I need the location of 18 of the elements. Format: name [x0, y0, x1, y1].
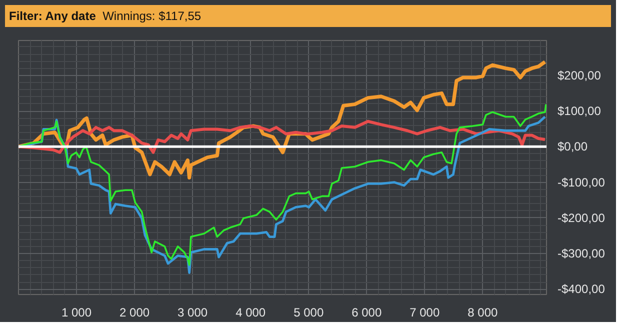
x-tick-label: 8 000 [468, 306, 498, 320]
y-tick-label: $0,00 [558, 140, 588, 154]
y-tick-label: -$300,00 [558, 246, 606, 261]
chart-subtitle: Winnings: $117,55 [102, 9, 202, 23]
x-tick-label: 5 000 [294, 306, 324, 320]
x-tick-label: 7 000 [410, 306, 440, 320]
x-tick-label: 4 000 [236, 306, 266, 320]
x-tick-label: 1 000 [62, 306, 92, 320]
x-tick-label: 3 000 [178, 306, 208, 320]
y-tick-label: $100,00 [558, 104, 602, 118]
y-tick-label: -$200,00 [558, 210, 606, 225]
y-tick-label: -$100,00 [558, 175, 606, 190]
y-tick-label: -$400,00 [558, 282, 606, 296]
x-tick-label: 6 000 [352, 306, 382, 320]
chart-title: Filter: Any date [9, 9, 96, 23]
x-tick-label: 2 000 [120, 306, 150, 320]
y-tick-label: $200,00 [558, 68, 602, 82]
line-series [18, 120, 546, 154]
